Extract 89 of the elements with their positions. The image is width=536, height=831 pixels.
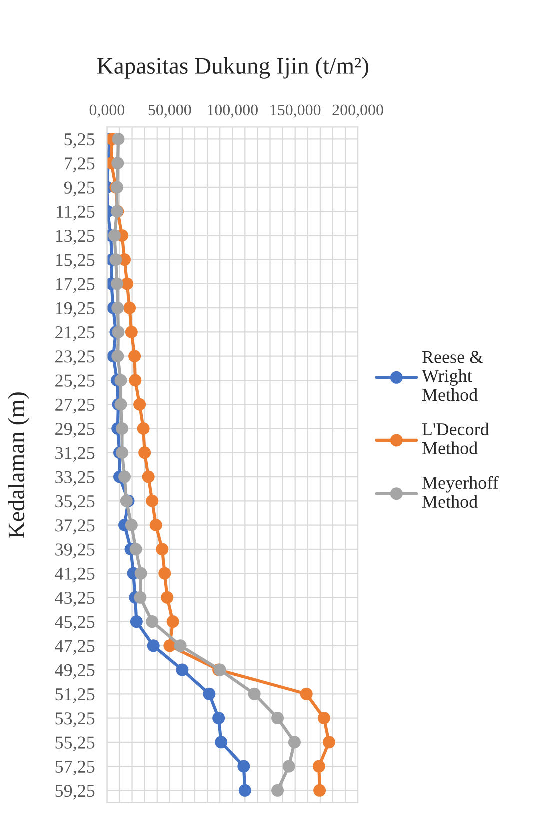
point [134,591,147,604]
point [272,784,284,797]
y-tick-label: 27,25 [56,398,95,414]
point [112,157,124,170]
y-tick-label: 7,25 [64,158,95,172]
point [129,374,142,387]
y-tick-label: 49,25 [55,664,95,680]
x-tick-label: 50,000 [148,104,192,118]
y-tick-label: 35,25 [56,495,95,510]
point [116,446,128,460]
y-tick-label: 47,25 [55,640,95,655]
point [112,132,125,146]
y-tick-label: 57,25 [56,760,95,776]
point [134,398,146,411]
point [125,326,138,338]
point [128,350,142,363]
y-tick-label: 59,25 [56,784,95,800]
point [110,278,124,290]
x-tick-label: 100,000 [208,104,258,118]
point [147,640,160,652]
point [166,616,180,628]
point [314,784,326,797]
y-tick-label: 55,25 [56,736,95,752]
point [300,688,313,700]
point [142,470,155,484]
chart-title: Kapasitas Dukung Ijin (t/m²) [98,57,368,79]
point [112,302,124,314]
point [116,422,128,435]
y-tick-label: 41,25 [55,568,95,583]
point [212,712,226,725]
y-tick-label: 23,25 [56,350,95,366]
point [322,736,336,749]
y-tick-label: 31,25 [56,447,95,462]
y-tick-label: 19,25 [56,302,95,318]
point [137,422,150,435]
point [138,446,152,460]
y-tick-label: 45,25 [55,616,95,631]
legend-label: L'Decord Method [422,422,490,454]
y-tick-label: 51,25 [56,688,95,704]
x-tick-label: 200,000 [332,104,384,118]
point [158,567,172,580]
point [114,398,128,411]
y-tick-label: 37,25 [56,520,95,534]
point [124,302,136,314]
point [130,543,142,556]
point [114,374,128,387]
point [130,616,143,628]
point [125,519,138,532]
point [176,664,189,676]
y-axis-title: Kedalaman (m) [8,392,30,538]
point [238,784,252,797]
y-tick-label: 17,25 [56,278,95,294]
point [174,640,187,652]
point [161,591,174,604]
point [215,736,228,749]
point [248,688,261,700]
point [272,712,284,725]
point [112,350,124,363]
point [134,567,148,580]
y-tick-label: 11,25 [57,206,95,221]
point [288,736,301,749]
point [238,760,250,773]
legend-label: Reese & Wright Method [422,351,484,402]
y-tick-label: 5,25 [64,134,95,148]
y-tick-label: 25,25 [56,374,95,390]
point [203,688,216,700]
y-tick-label: 43,25 [55,592,95,607]
y-tick-label: 33,25 [56,471,95,486]
y-tick-label: 39,25 [56,544,95,558]
legend-label: Meyerhoff Method [422,476,499,508]
y-tick-label: 21,25 [56,326,95,342]
point [282,760,296,773]
y-tick-label: 29,25 [56,423,95,438]
point [150,519,162,532]
point [146,494,159,508]
point [146,616,159,628]
x-tick-label: 0,000 [90,104,125,118]
point [312,760,326,773]
point [112,326,125,338]
point [118,470,132,484]
point [318,712,330,725]
x-tick-label: 150,000 [270,104,321,118]
y-tick-label: 53,25 [56,712,95,728]
y-tick-label: 9,25 [64,182,95,197]
point [156,543,169,556]
point [108,229,121,242]
y-tick-label: 13,25 [56,230,95,245]
y-tick-label: 15,25 [56,254,95,269]
point [110,254,122,266]
